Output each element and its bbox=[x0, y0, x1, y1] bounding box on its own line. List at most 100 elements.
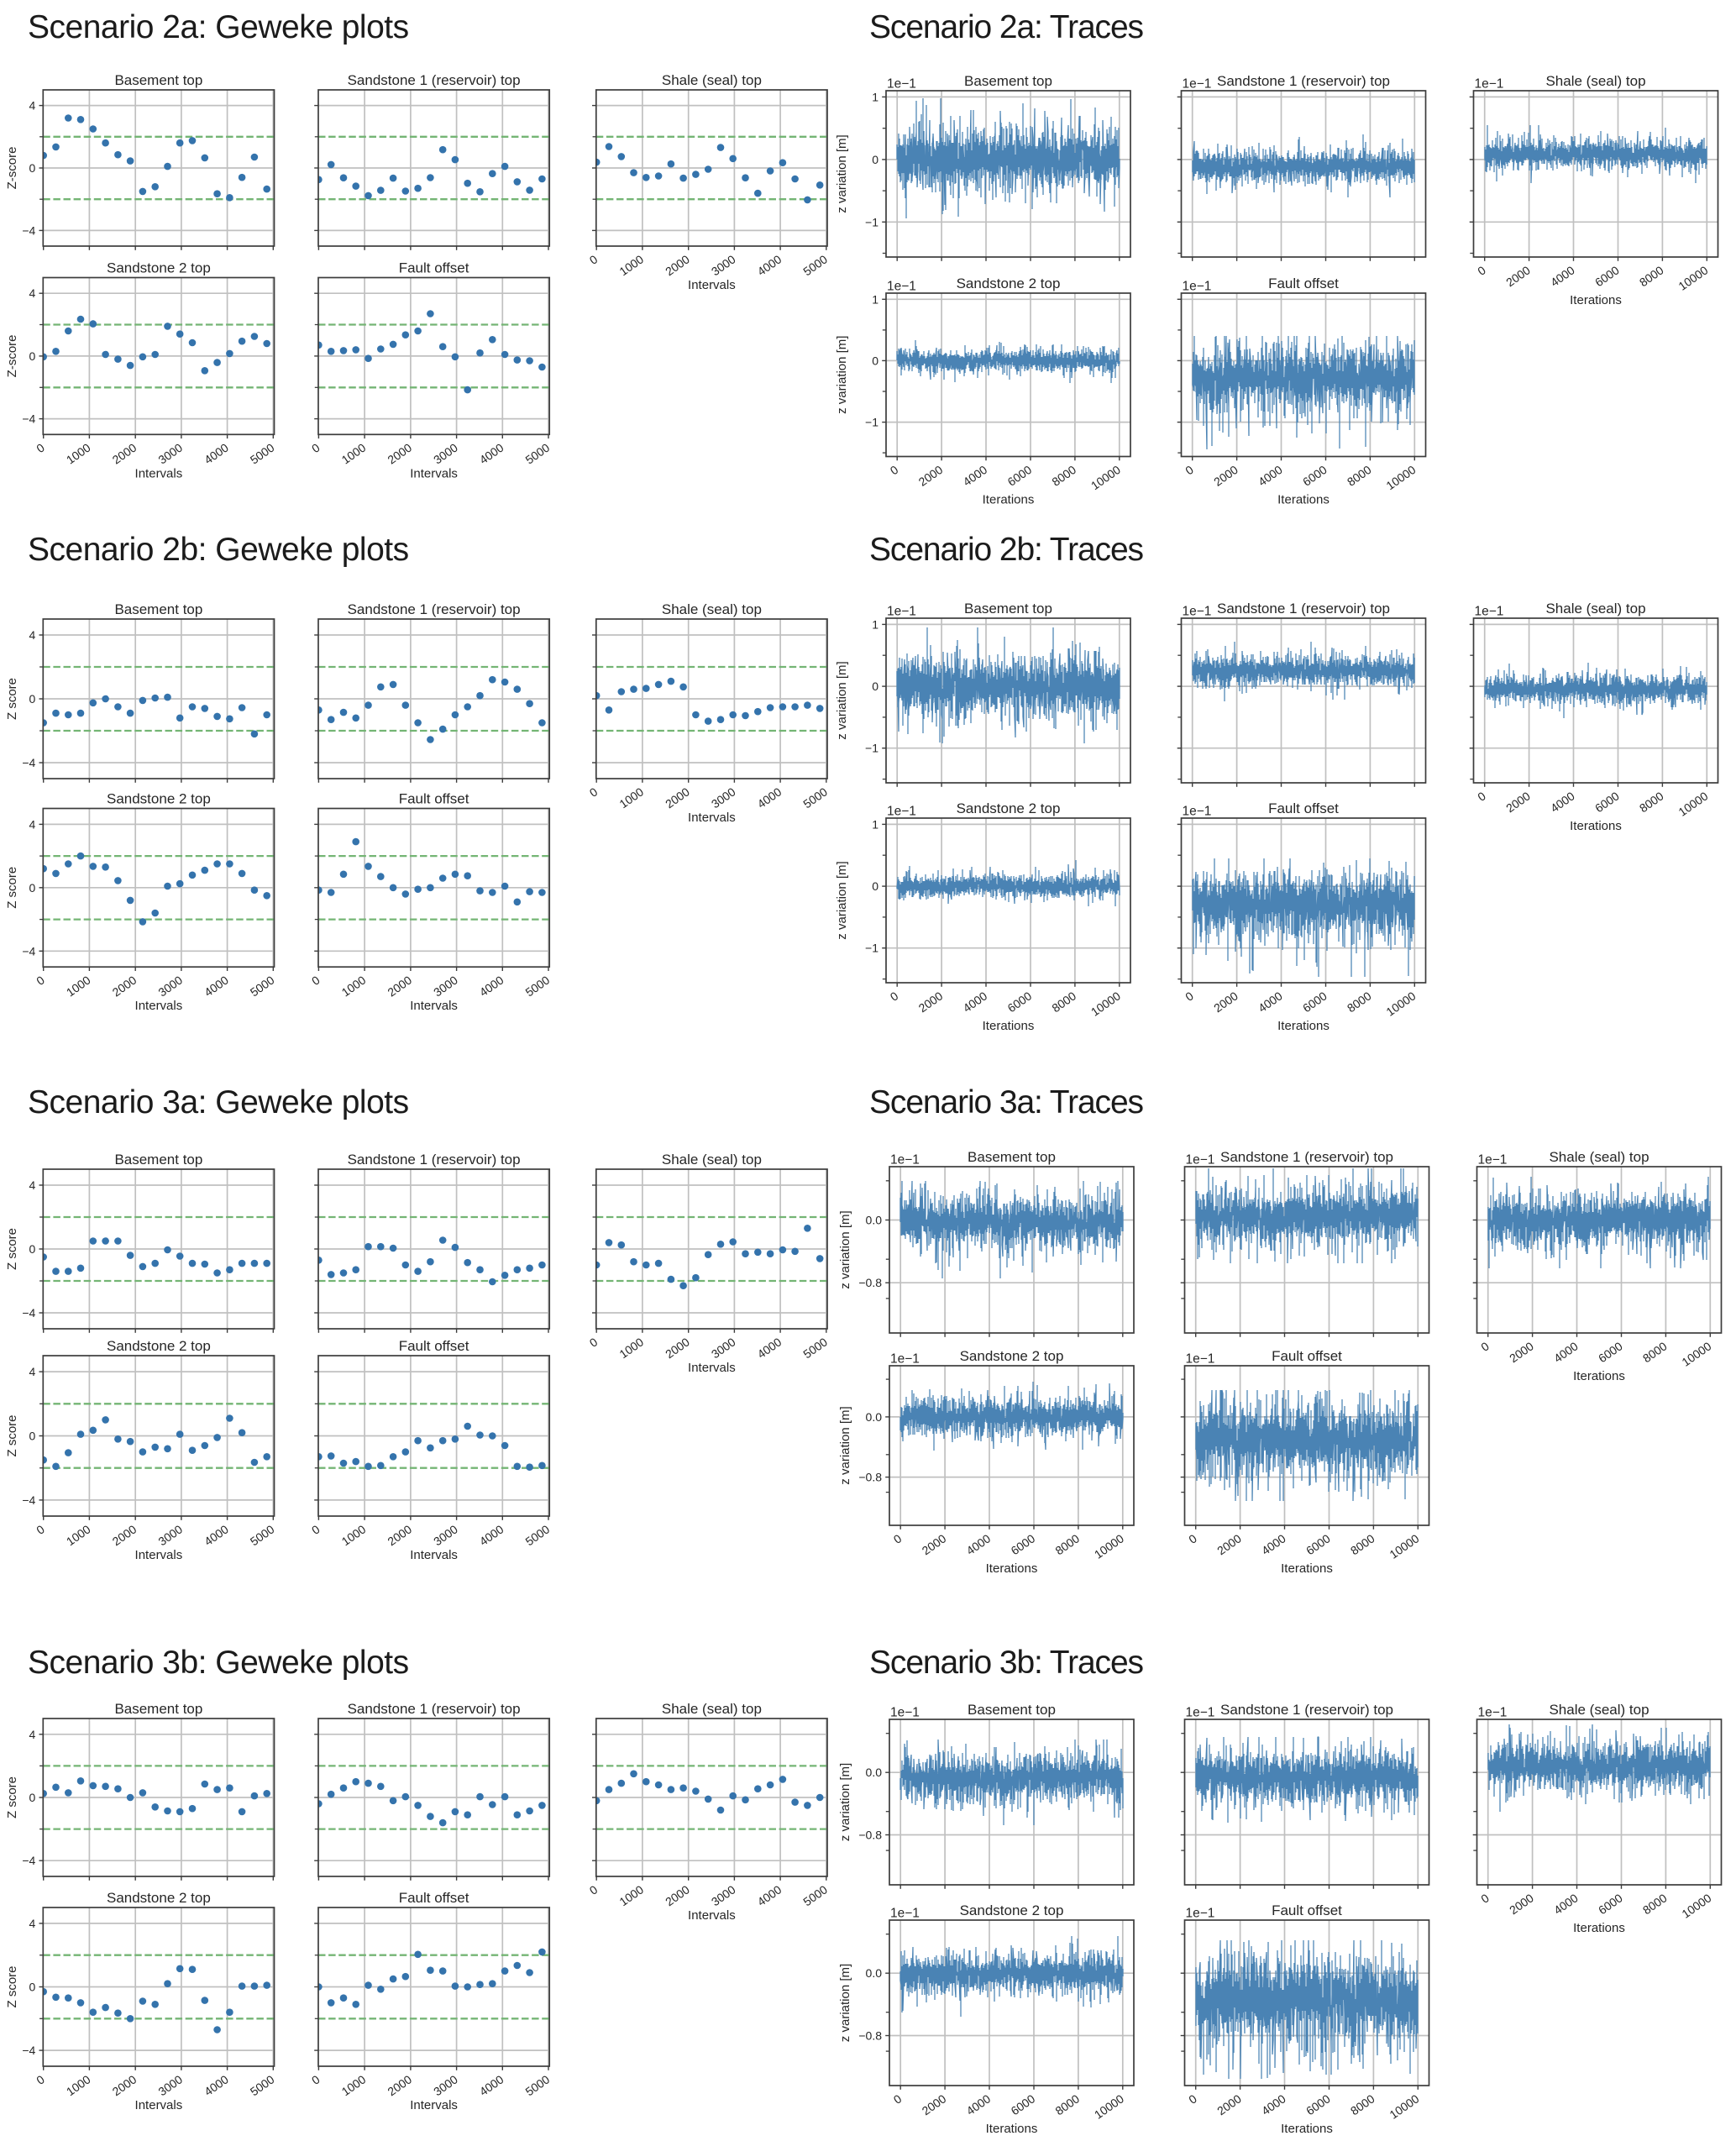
svg-text:Scenario 2b: Traces: Scenario 2b: Traces bbox=[869, 532, 1144, 568]
svg-text:Sandstone 2 top: Sandstone 2 top bbox=[107, 260, 211, 276]
svg-text:Intervals: Intervals bbox=[135, 2098, 183, 2112]
svg-text:Iterations: Iterations bbox=[1277, 1019, 1330, 1033]
svg-text:1e−1: 1e−1 bbox=[1186, 1352, 1215, 1367]
svg-text:Fault offset: Fault offset bbox=[399, 1890, 469, 1906]
svg-text:−4: −4 bbox=[22, 412, 35, 426]
svg-text:0: 0 bbox=[29, 692, 36, 706]
svg-text:Scenario 3a: Traces: Scenario 3a: Traces bbox=[869, 1084, 1144, 1120]
svg-text:Shale (seal) top: Shale (seal) top bbox=[1545, 601, 1645, 617]
svg-text:1e−1: 1e−1 bbox=[1183, 77, 1212, 92]
svg-text:−1: −1 bbox=[865, 416, 878, 429]
svg-text:Sandstone 1 (reservoir) top: Sandstone 1 (reservoir) top bbox=[348, 72, 521, 88]
svg-text:z variation [m]: z variation [m] bbox=[838, 1210, 852, 1288]
svg-text:−4: −4 bbox=[22, 1854, 35, 1867]
svg-text:1e−1: 1e−1 bbox=[1183, 280, 1212, 294]
svg-text:0: 0 bbox=[29, 881, 36, 895]
svg-text:z variation [m]: z variation [m] bbox=[838, 1406, 852, 1484]
svg-text:0: 0 bbox=[29, 1430, 36, 1443]
svg-text:Basement top: Basement top bbox=[114, 1701, 202, 1717]
svg-text:0: 0 bbox=[872, 680, 878, 693]
svg-text:−4: −4 bbox=[22, 2044, 35, 2057]
svg-text:1e−1: 1e−1 bbox=[890, 1153, 920, 1168]
svg-text:Basement top: Basement top bbox=[114, 72, 202, 88]
svg-text:Sandstone 2 top: Sandstone 2 top bbox=[107, 791, 211, 807]
svg-text:0: 0 bbox=[872, 354, 878, 367]
svg-text:0: 0 bbox=[872, 879, 878, 893]
svg-text:Sandstone 2 top: Sandstone 2 top bbox=[107, 1338, 211, 1354]
svg-text:0: 0 bbox=[29, 161, 36, 175]
svg-text:z variation [m]: z variation [m] bbox=[835, 134, 849, 213]
svg-text:Z score: Z score bbox=[5, 1776, 19, 1818]
svg-text:Fault offset: Fault offset bbox=[1272, 1348, 1342, 1364]
svg-text:1e−1: 1e−1 bbox=[1186, 1153, 1215, 1168]
svg-text:4: 4 bbox=[29, 1178, 36, 1192]
svg-text:Intervals: Intervals bbox=[688, 1908, 736, 1923]
svg-text:z variation [m]: z variation [m] bbox=[835, 861, 849, 939]
svg-text:Iterations: Iterations bbox=[1281, 2122, 1333, 2136]
svg-text:1e−1: 1e−1 bbox=[887, 77, 916, 92]
svg-text:1: 1 bbox=[872, 90, 878, 103]
svg-text:Fault offset: Fault offset bbox=[399, 260, 469, 276]
svg-text:Fault offset: Fault offset bbox=[399, 791, 469, 807]
svg-text:Intervals: Intervals bbox=[688, 1361, 736, 1375]
svg-text:Basement top: Basement top bbox=[968, 1702, 1056, 1718]
svg-text:−4: −4 bbox=[22, 944, 35, 958]
svg-text:1e−1: 1e−1 bbox=[890, 1907, 920, 1921]
svg-text:Shale (seal) top: Shale (seal) top bbox=[1549, 1149, 1649, 1165]
svg-text:4: 4 bbox=[29, 628, 36, 642]
svg-text:0: 0 bbox=[29, 1791, 36, 1804]
svg-text:Intervals: Intervals bbox=[135, 999, 183, 1013]
svg-text:z variation [m]: z variation [m] bbox=[835, 336, 849, 414]
svg-text:−0.8: −0.8 bbox=[858, 1471, 882, 1484]
svg-text:0: 0 bbox=[29, 1981, 36, 1994]
svg-text:Fault offset: Fault offset bbox=[1268, 800, 1339, 816]
svg-text:Sandstone 2 top: Sandstone 2 top bbox=[960, 1348, 1064, 1364]
svg-text:0: 0 bbox=[29, 1242, 36, 1256]
svg-text:Scenario 2a: Traces: Scenario 2a: Traces bbox=[869, 9, 1144, 45]
svg-text:Intervals: Intervals bbox=[135, 1548, 183, 1562]
svg-text:−4: −4 bbox=[22, 223, 35, 237]
svg-text:Basement top: Basement top bbox=[114, 601, 202, 617]
svg-text:Z score: Z score bbox=[5, 1228, 19, 1270]
svg-text:4: 4 bbox=[29, 286, 36, 300]
svg-text:Iterations: Iterations bbox=[1277, 493, 1330, 507]
svg-text:1e−1: 1e−1 bbox=[887, 280, 916, 294]
svg-text:Basement top: Basement top bbox=[968, 1149, 1056, 1165]
svg-text:Shale (seal) top: Shale (seal) top bbox=[1545, 73, 1645, 89]
svg-text:Iterations: Iterations bbox=[1573, 1921, 1625, 1935]
svg-text:Fault offset: Fault offset bbox=[1272, 1902, 1342, 1918]
svg-text:Iterations: Iterations bbox=[1573, 1369, 1625, 1383]
svg-text:1e−1: 1e−1 bbox=[890, 1352, 920, 1367]
svg-text:4: 4 bbox=[29, 1728, 36, 1741]
svg-text:Intervals: Intervals bbox=[410, 999, 458, 1013]
svg-text:Iterations: Iterations bbox=[983, 1019, 1035, 1033]
svg-text:Sandstone 1 (reservoir) top: Sandstone 1 (reservoir) top bbox=[1217, 73, 1390, 89]
svg-text:Iterations: Iterations bbox=[1281, 1561, 1333, 1576]
svg-text:4: 4 bbox=[29, 817, 36, 831]
svg-text:Shale (seal) top: Shale (seal) top bbox=[662, 72, 762, 88]
svg-text:Intervals: Intervals bbox=[410, 466, 458, 480]
svg-text:Iterations: Iterations bbox=[983, 493, 1035, 507]
svg-text:4: 4 bbox=[29, 1917, 36, 1930]
svg-text:0.0: 0.0 bbox=[866, 1966, 883, 1980]
svg-text:Sandstone 2 top: Sandstone 2 top bbox=[957, 275, 1061, 291]
svg-text:z variation [m]: z variation [m] bbox=[835, 661, 849, 739]
svg-text:1e−1: 1e−1 bbox=[887, 805, 916, 819]
svg-text:Intervals: Intervals bbox=[688, 811, 736, 825]
svg-text:−4: −4 bbox=[22, 756, 35, 769]
svg-text:Z-score: Z-score bbox=[5, 334, 19, 377]
svg-text:−0.8: −0.8 bbox=[858, 2029, 882, 2043]
svg-text:1e−1: 1e−1 bbox=[1186, 1706, 1215, 1720]
svg-text:0: 0 bbox=[872, 153, 878, 166]
svg-text:0.0: 0.0 bbox=[866, 1766, 883, 1779]
svg-text:1: 1 bbox=[872, 292, 878, 306]
svg-text:1: 1 bbox=[872, 617, 878, 631]
svg-text:−0.8: −0.8 bbox=[858, 1829, 882, 1842]
svg-text:0.0: 0.0 bbox=[866, 1410, 883, 1424]
svg-text:0.0: 0.0 bbox=[866, 1214, 883, 1227]
svg-text:Shale (seal) top: Shale (seal) top bbox=[662, 601, 762, 617]
svg-text:−1: −1 bbox=[865, 215, 878, 228]
svg-text:1e−1: 1e−1 bbox=[1478, 1153, 1508, 1168]
svg-text:0: 0 bbox=[29, 349, 36, 363]
svg-text:Iterations: Iterations bbox=[1570, 293, 1622, 307]
